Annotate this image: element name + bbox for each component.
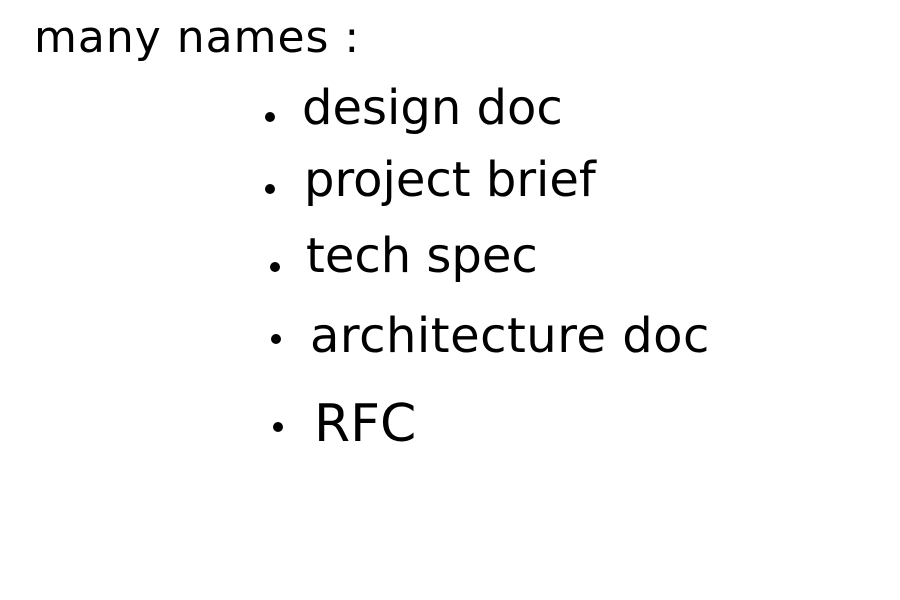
list-item-label: RFC — [314, 394, 417, 454]
bullet-icon — [273, 422, 283, 432]
page-heading: many names : — [34, 12, 361, 63]
list-item-label: tech spec — [306, 228, 538, 284]
list-item-label: architecture doc — [310, 308, 710, 364]
bullet-icon — [265, 184, 275, 194]
bullet-icon — [270, 262, 280, 272]
bullet-icon — [271, 334, 281, 344]
bullet-icon — [265, 112, 275, 122]
list-item-label: design doc — [302, 80, 563, 136]
list-item-label: project brief — [304, 152, 596, 208]
